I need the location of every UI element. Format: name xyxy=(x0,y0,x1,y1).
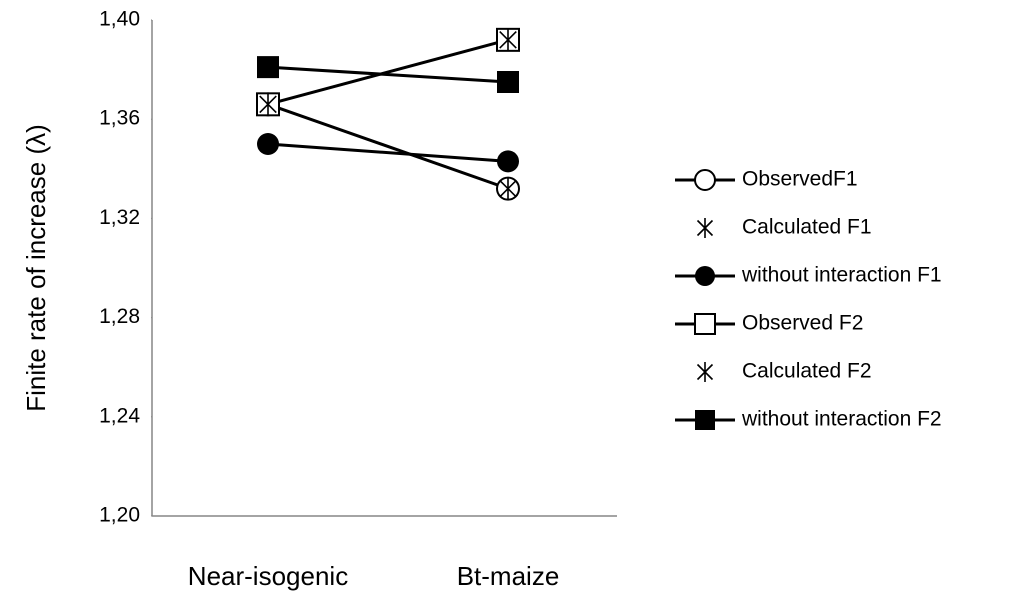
legend-label: ObservedF1 xyxy=(742,168,858,191)
series-line xyxy=(267,142,509,163)
marker-shape xyxy=(694,169,716,191)
marker-shape xyxy=(694,313,716,335)
marker-shape xyxy=(257,56,279,79)
marker xyxy=(257,56,279,79)
series-line xyxy=(267,38,509,106)
marker xyxy=(497,150,519,173)
marker-shape xyxy=(499,177,517,200)
y-tick-label: 1,32 xyxy=(99,206,140,229)
marker-shape xyxy=(695,266,715,286)
y-tick-label: 1,28 xyxy=(99,305,140,328)
marker xyxy=(499,28,517,51)
legend-label: Calculated F1 xyxy=(742,216,872,239)
marker-shape xyxy=(497,71,519,93)
marker-shape xyxy=(257,133,279,155)
marker xyxy=(499,177,517,200)
marker xyxy=(694,169,716,191)
marker-shape xyxy=(695,410,715,430)
marker-shape xyxy=(499,28,517,51)
marker xyxy=(696,362,714,382)
legend-label: without interaction F2 xyxy=(741,408,942,431)
marker xyxy=(497,71,519,93)
marker xyxy=(696,218,714,238)
series-line xyxy=(267,65,509,84)
series-line xyxy=(267,102,509,191)
x-tick-label: Near-isogenic xyxy=(188,561,348,591)
marker-shape xyxy=(259,93,277,116)
marker-shape xyxy=(497,150,519,173)
marker xyxy=(259,93,277,116)
y-tick-label: 1,20 xyxy=(99,504,140,527)
y-tick-label: 1,24 xyxy=(99,404,140,427)
legend-label: Observed F2 xyxy=(742,312,863,335)
y-axis-label: Finite rate of increase (λ) xyxy=(21,124,51,412)
marker xyxy=(694,313,716,335)
marker xyxy=(695,410,715,430)
y-tick-label: 1,36 xyxy=(99,107,140,130)
legend-label: Calculated F2 xyxy=(742,360,872,383)
marker-shape xyxy=(696,218,714,238)
marker xyxy=(695,266,715,286)
y-tick-label: 1,40 xyxy=(99,8,140,31)
legend-label: without interaction F1 xyxy=(741,264,942,287)
marker xyxy=(257,133,279,155)
marker-shape xyxy=(696,362,714,382)
x-tick-label: Bt-maize xyxy=(457,561,560,591)
